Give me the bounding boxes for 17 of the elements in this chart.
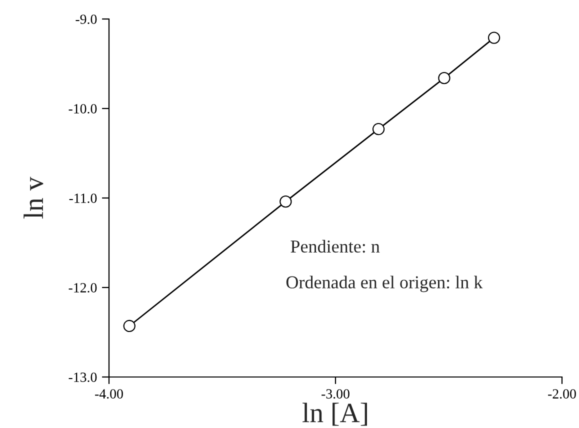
y-tick-label: -11.0 (69, 194, 97, 204)
point (488, 32, 500, 44)
y-tick-label: -10.0 (68, 104, 97, 114)
y-tick-label: -12.0 (68, 283, 97, 293)
y-tick-label: -13.0 (68, 372, 97, 382)
x-tick-label: -4.00 (95, 389, 123, 399)
annotation: Ordenada en el origen: ln k (286, 276, 483, 292)
y-axis-title: ln v (24, 176, 44, 219)
x-tick-label: -2.00 (548, 389, 576, 399)
point (280, 196, 292, 208)
x-tick-label: -3.00 (322, 389, 350, 399)
point (372, 123, 385, 136)
x-axis-title: ln [A] (302, 402, 367, 426)
point (438, 72, 450, 84)
annotation: Pendiente: n (290, 240, 380, 253)
point (123, 320, 136, 332)
y-tick-label: -9.0 (76, 14, 97, 24)
